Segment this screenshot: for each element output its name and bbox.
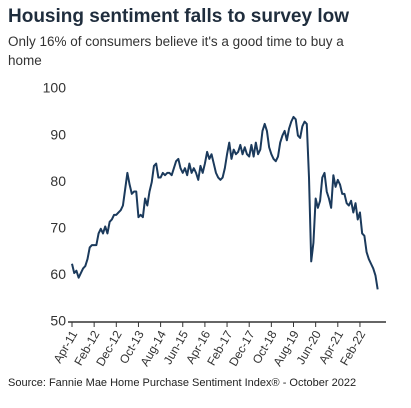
y-tick-label: 70 (50, 220, 66, 236)
y-tick-label: 90 (50, 126, 66, 142)
chart-subtitle: Only 16% of consumers believe it's a goo… (8, 34, 344, 68)
y-tick-label: 60 (50, 266, 66, 282)
data-line (71, 115, 379, 290)
source-note: Source: Fannie Mae Home Purchase Sentime… (8, 377, 357, 389)
y-tick-label: 100 (43, 80, 67, 96)
chart-title: Housing sentiment falls to survey low (8, 6, 350, 27)
y-tick-label: 80 (50, 173, 66, 189)
y-tick-label: 50 (50, 313, 66, 329)
